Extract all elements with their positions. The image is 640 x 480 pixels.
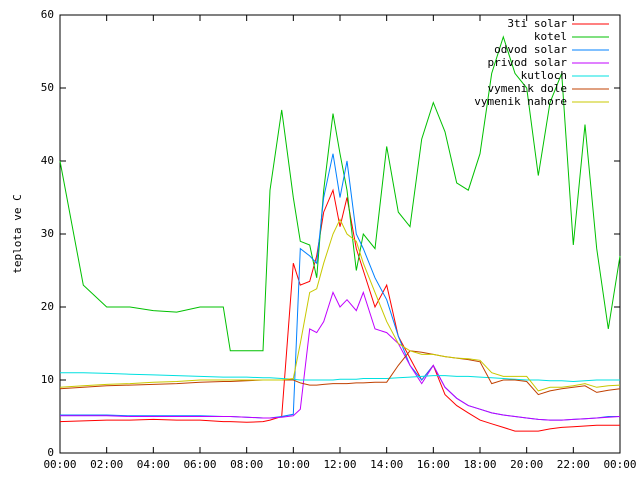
x-tick-label: 22:00 bbox=[557, 458, 590, 471]
y-tick-label: 10 bbox=[41, 373, 54, 386]
legend-label: vymenik dole bbox=[488, 82, 567, 95]
legend-label: kotel bbox=[534, 30, 567, 43]
series-line bbox=[59, 35, 621, 352]
legend-label: vymenik nahore bbox=[474, 95, 567, 108]
series-line bbox=[59, 218, 621, 392]
series-line bbox=[60, 372, 620, 383]
legend-label: odvod solar bbox=[494, 43, 567, 56]
y-tick-label: 0 bbox=[47, 446, 54, 459]
x-tick-label: 16:00 bbox=[417, 458, 450, 471]
y-tick-label: 50 bbox=[41, 81, 54, 94]
x-tick-label: 06:00 bbox=[183, 458, 216, 471]
series-line bbox=[60, 290, 621, 421]
y-tick-label: 60 bbox=[41, 8, 54, 21]
x-tick-label: 20:00 bbox=[510, 458, 543, 471]
x-tick-label: 08:00 bbox=[230, 458, 263, 471]
legend-label: kutloch bbox=[521, 69, 567, 82]
x-tick-label: 18:00 bbox=[463, 458, 496, 471]
series-line bbox=[59, 188, 620, 432]
y-tick-label: 20 bbox=[41, 300, 54, 313]
series-line bbox=[59, 350, 621, 396]
y-axis-label: teplota ve C bbox=[11, 194, 24, 273]
x-tick-label: 00:00 bbox=[603, 458, 636, 471]
x-tick-label: 00:00 bbox=[43, 458, 76, 471]
x-tick-label: 14:00 bbox=[370, 458, 403, 471]
x-tick-label: 04:00 bbox=[137, 458, 170, 471]
y-tick-label: 40 bbox=[41, 154, 54, 167]
x-tick-label: 12:00 bbox=[323, 458, 356, 471]
legend-label: 3ti solar bbox=[507, 17, 567, 30]
y-tick-label: 30 bbox=[41, 227, 54, 240]
x-tick-label: 10:00 bbox=[277, 458, 310, 471]
x-tick-label: 02:00 bbox=[90, 458, 123, 471]
legend-label: privod solar bbox=[488, 56, 568, 69]
